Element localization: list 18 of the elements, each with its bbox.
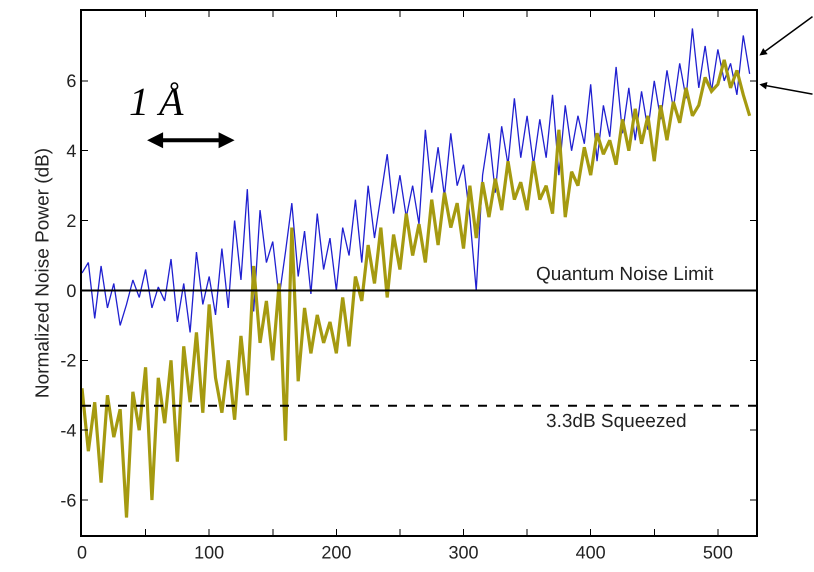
- y-tick-label: -6: [60, 490, 76, 510]
- line-series: [82, 28, 750, 334]
- y-tick-label: 0: [66, 280, 76, 301]
- x-tick-label: 500: [702, 542, 733, 563]
- x-tick-label: 400: [576, 542, 606, 563]
- y-tick-label: -4: [60, 420, 76, 440]
- y-tick-label: 2: [66, 210, 76, 231]
- y-tick-label: 4: [66, 141, 76, 162]
- x-tick-label: 300: [448, 542, 479, 563]
- x-tick-label: 100: [194, 542, 224, 563]
- x-tick-label: 200: [321, 542, 352, 563]
- y-axis-title: Normalized Noise Power (dB): [32, 148, 54, 398]
- annotation: 1 Å: [129, 79, 184, 124]
- line-series: [82, 58, 752, 520]
- y-tick-label: -2: [60, 350, 76, 371]
- ref-line-label: Quantum Noise Limit: [536, 264, 714, 285]
- y-tick-label: 6: [66, 71, 76, 92]
- ref-line-label: 3.3dB Squeezed: [546, 411, 687, 432]
